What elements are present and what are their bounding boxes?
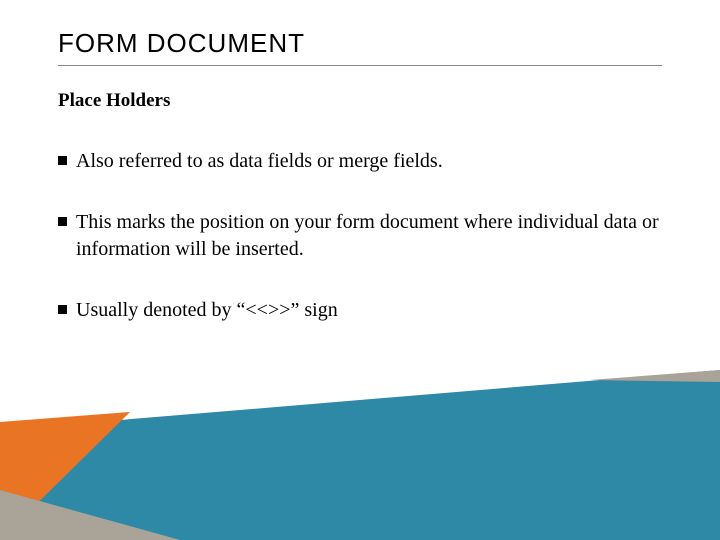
grey-triangle	[0, 490, 180, 540]
slide-title: FORM DOCUMENT	[58, 28, 662, 66]
orange-triangle	[0, 412, 130, 540]
slide-subtitle: Place Holders	[58, 90, 662, 112]
grey-sliver	[590, 370, 720, 382]
teal-band	[0, 370, 720, 540]
bullet-item: This marks the position on your form doc…	[58, 209, 662, 263]
slide-content: FORM DOCUMENT Place Holders Also referre…	[58, 28, 662, 358]
bullet-item: Usually denoted by “<<>>” sign	[58, 297, 662, 324]
bullet-list: Also referred to as data fields or merge…	[58, 148, 662, 324]
slide: FORM DOCUMENT Place Holders Also referre…	[0, 0, 720, 540]
bullet-item: Also referred to as data fields or merge…	[58, 148, 662, 175]
decorative-shapes	[0, 370, 720, 540]
